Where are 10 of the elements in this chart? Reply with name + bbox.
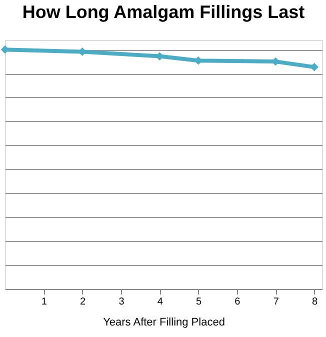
x-tick-label: 4	[157, 296, 164, 308]
x-tick-label: 8	[312, 296, 318, 308]
x-tick-label: 7	[273, 296, 280, 308]
chart-title: How Long Amalgam Fillings Last	[22, 2, 305, 22]
x-tick-label: 6	[234, 296, 241, 308]
x-tick-label: 5	[196, 296, 202, 308]
x-tick-label: 3	[118, 296, 125, 308]
x-axis-title: Years After Filling Placed	[103, 316, 225, 328]
x-tick-label: 1	[41, 296, 48, 308]
x-tick-label: 2	[80, 296, 86, 308]
